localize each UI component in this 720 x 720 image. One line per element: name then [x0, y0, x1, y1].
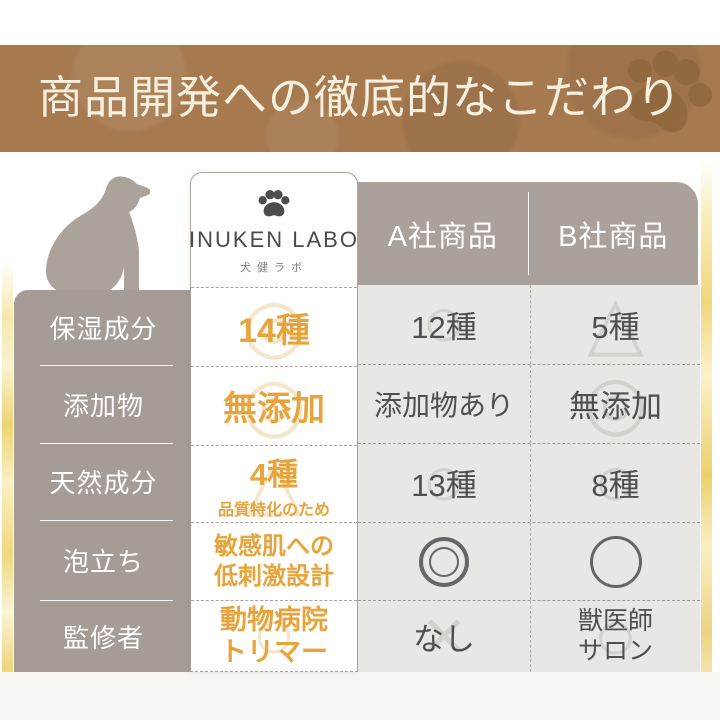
competitor-header-row: A社商品 B社商品: [358, 182, 698, 285]
row-label-column: 保湿成分 添加物 天然成分 泡立ち 監修者: [14, 290, 193, 672]
cell-value: 13種: [411, 468, 477, 504]
column-header-company-a: A社商品: [387, 220, 498, 253]
row-label-moisturizing: 保湿成分: [49, 314, 158, 344]
table-row: 添加物あり ◎ 無添加: [358, 363, 700, 444]
brand-paw-icon: [258, 190, 290, 217]
brand-value-line2: トリマー: [220, 637, 328, 668]
brand-cell-additives: ◎ 無添加: [191, 365, 357, 445]
background-bottom-area: [0, 672, 720, 720]
company-b-natural: ○ 8種: [530, 444, 700, 522]
company-a-supervisor: × なし: [358, 601, 530, 672]
table-row: ○ 12種 △ 5種: [358, 285, 700, 364]
competitor-cells: ○ 12種 △ 5種 添加物あり ◎ 無添加 ○ 13種 ○: [358, 285, 700, 672]
company-b-foaming: [530, 522, 700, 601]
column-header-company-b: B社商品: [558, 220, 669, 253]
sitting-dog-silhouette: [46, 176, 151, 292]
cell-value: なし: [413, 622, 475, 658]
brand-cell-foaming: 敏感肌への 低刺激設計: [191, 522, 357, 600]
cell-value: 添加物あり: [373, 389, 514, 421]
company-a-foaming: [358, 523, 530, 601]
brand-name-japanese: 犬健ラボ: [240, 262, 308, 275]
double-circle-rating-icon: [419, 536, 469, 587]
cell-value-line2: サロン: [577, 636, 653, 665]
row-label-natural: 天然成分: [14, 443, 193, 520]
brand-value: 14種: [238, 311, 310, 350]
brand-logo: INUKEN LABO 犬健ラボ: [189, 173, 359, 287]
company-b-additives: ◎ 無添加: [530, 364, 700, 444]
company-a-natural: ○ 13種: [358, 444, 530, 522]
brand-cell-natural: △ 4種 品質特化のため: [191, 444, 357, 523]
row-label-supervisor: 監修者: [14, 600, 193, 672]
company-a-additives: 添加物あり: [358, 365, 530, 444]
brand-column-card: INUKEN LABO 犬健ラボ ◎ 14種 ◎ 無添加 △ 4種 品質特化のた…: [189, 172, 359, 672]
double-circle-inner: [429, 546, 459, 577]
brand-value-line1: 動物病院: [220, 604, 328, 635]
company-a-moisturizing: ○ 12種: [358, 285, 530, 364]
circle-rating-icon: [589, 535, 642, 588]
brand-value-line1: 敏感肌への: [214, 532, 334, 560]
brand-cell-supervisor: ○ 動物病院 トリマー: [191, 600, 357, 671]
table-row: [358, 521, 700, 601]
background-gold-strip-left: [2, 0, 13, 720]
page-title: 商品開発への徹底的なこだわり: [37, 73, 682, 123]
row-label-additives: 添加物: [14, 365, 193, 443]
cell-value: 5種: [591, 309, 640, 345]
company-b-moisturizing: △ 5種: [530, 285, 700, 364]
brand-name: INUKEN LABO: [189, 227, 359, 253]
cell-value: 12種: [411, 309, 477, 345]
table-row: × なし ○ 獣医師 サロン: [358, 600, 700, 672]
background-gold-strip-right: [701, 0, 712, 720]
paw-print-icon: [628, 50, 712, 133]
row-label-foaming: 泡立ち: [14, 520, 193, 600]
title-banner: 商品開発への徹底的なこだわり: [0, 45, 720, 152]
brand-cell-moisturizing: ◎ 14種: [191, 287, 357, 366]
header-divider: [527, 192, 529, 275]
table-row: ○ 13種 ○ 8種: [358, 443, 700, 522]
cell-value-line1: 獣医師: [577, 607, 653, 636]
brand-value-line2: 低刺激設計: [214, 562, 334, 590]
company-b-supervisor: ○ 獣医師 サロン: [530, 601, 700, 672]
brand-value-note: 品質特化のため: [217, 501, 330, 519]
cell-value: 8種: [591, 468, 640, 504]
brand-value: 無添加: [223, 390, 325, 429]
brand-value: 4種: [249, 456, 299, 492]
cell-value: 無添加: [569, 389, 662, 425]
